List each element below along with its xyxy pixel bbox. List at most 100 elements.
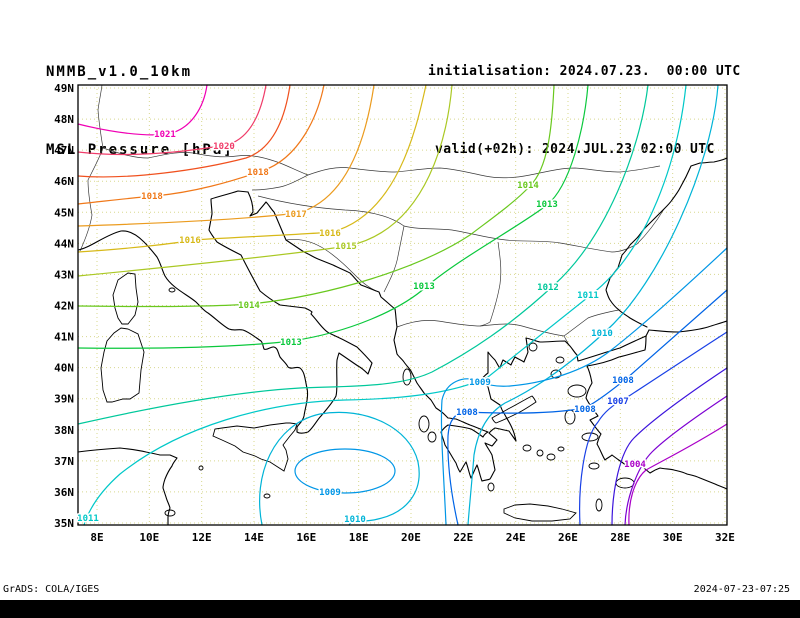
coastline-north-africa <box>77 447 178 526</box>
isobar-label: 1008 <box>612 376 634 386</box>
lon-tick-label: 20E <box>401 531 421 544</box>
island-evia <box>491 395 537 424</box>
island-samothraki <box>555 356 565 364</box>
creation-timestamp: 2024-07-23-07:25 <box>693 584 790 595</box>
coastline-blacksea-west <box>605 157 728 328</box>
isobar-label: 1010 <box>591 329 613 339</box>
border-sava <box>257 195 405 227</box>
isobar-label: 1007 <box>607 397 629 407</box>
isobar-label: 1011 <box>77 514 99 524</box>
lat-tick-label: 47N <box>54 144 74 157</box>
island-rhodes <box>615 477 635 489</box>
isobar-1016 <box>77 84 427 253</box>
lon-tick-label: 32E <box>715 531 735 544</box>
island-elba <box>168 287 176 293</box>
isobar-1009-east <box>440 247 728 526</box>
lon-tick-label: 18E <box>349 531 369 544</box>
grads-credit: GrADS: COLA/IGES <box>3 584 100 595</box>
island-samos <box>581 432 599 442</box>
header-right: initialisation: 2024.07.23. 00:00 UTC va… <box>428 7 741 215</box>
island-ikaria <box>557 446 565 452</box>
isobar-labels: 1021 1020 1018 1018 1017 1016 1016 1015 1014 1014… <box>76 129 648 527</box>
lat-tick-label: 36N <box>54 486 74 499</box>
isobar-1011 <box>83 84 687 526</box>
isobar-label: 1009 <box>469 378 491 388</box>
lat-lon-grid <box>78 85 727 525</box>
isobar-1014 <box>77 84 555 308</box>
isobar-1010-ionian-ring <box>259 411 420 526</box>
footer-bar <box>0 600 800 618</box>
border-bulgaria-turkey <box>563 309 620 337</box>
isobar-1019 <box>77 84 291 178</box>
lon-tick-label: 30E <box>663 531 683 544</box>
isobar-label: 1008 <box>574 405 596 415</box>
lon-tick-label: 12E <box>192 531 212 544</box>
isobar-label: 1010 <box>344 515 366 525</box>
model-name: NMMB_v1.0_10km <box>46 64 193 80</box>
border-bulgaria-west <box>479 241 502 327</box>
isobar-1018 <box>77 84 325 205</box>
island-karpathos <box>595 498 603 512</box>
lat-tick-label: 39N <box>54 393 74 406</box>
island-lesbos <box>567 384 587 398</box>
isobar-label: 1013 <box>536 200 558 210</box>
lat-tick-label: 44N <box>54 237 74 250</box>
isobar-label: 1018 <box>247 168 269 178</box>
lon-tick-label: 16E <box>296 531 316 544</box>
isobar-label: 1021 <box>154 130 176 140</box>
island-limnos <box>550 369 562 379</box>
island-kefalonia <box>418 415 430 433</box>
isobar-1021 <box>77 84 208 136</box>
island-paros <box>536 449 544 457</box>
coastline-marmara-south <box>586 335 647 367</box>
lat-tick-label: 46N <box>54 175 74 188</box>
isobar-1005 <box>624 395 728 526</box>
coastline-italy <box>77 190 373 434</box>
isobar-label: 1012 <box>537 283 559 293</box>
lat-tick-label: 48N <box>54 113 74 126</box>
lat-tick-label: 35N <box>54 517 74 530</box>
island-corsica <box>112 272 139 325</box>
isobar-1008 <box>447 289 728 526</box>
island-amorgos <box>546 453 556 461</box>
isobar-1015 <box>77 84 453 277</box>
lon-tick-label: 14E <box>244 531 264 544</box>
lat-tick-label: 42N <box>54 299 74 312</box>
island-sicily <box>212 422 298 472</box>
map-frame <box>77 84 728 526</box>
isobar-1020 <box>77 84 267 156</box>
island-kythira <box>487 482 495 492</box>
coastline-turkey-aegean <box>585 365 728 490</box>
isobar-label: 1004 <box>624 460 646 470</box>
isobar-label: 1009 <box>319 488 341 498</box>
lon-tick-label: 24E <box>506 531 526 544</box>
isobar-1010-east <box>467 84 719 526</box>
isobar-1007 <box>579 331 728 526</box>
isobar-1004 <box>628 423 728 526</box>
border-bosnia <box>285 239 377 292</box>
border-serbia <box>383 225 405 293</box>
isobar-label: 1020 <box>213 142 235 152</box>
border-alps <box>102 147 309 191</box>
island-kos <box>588 462 600 470</box>
lon-tick-label: 10E <box>139 531 159 544</box>
coastline-marmara-north <box>577 329 650 362</box>
lat-tick-label: 40N <box>54 362 74 375</box>
init-time: initialisation: 2024.07.23. 00:00 UTC <box>428 64 741 79</box>
isobar-label: 1013 <box>280 338 302 348</box>
longitude-axis: 8E 10E 12E 14E 16E 18E 20E 22E 24E 26E 28E 30E 32E <box>90 531 735 544</box>
country-borders <box>79 84 665 346</box>
latitude-axis: 49N 48N 47N 46N 45N 44N 43N 42N 41N 40N 39N 38N 37N 3… <box>54 82 74 530</box>
pressure-contour-map: 1021 1020 1018 1018 1017 1016 1016 1015 1014 1014… <box>54 82 735 544</box>
island-zakynthos <box>427 431 437 443</box>
lat-tick-label: 38N <box>54 424 74 437</box>
isobar-label: 1017 <box>285 210 307 220</box>
island-pantelleria <box>198 465 204 471</box>
isobar-label: 1016 <box>319 229 341 239</box>
lon-tick-label: 28E <box>610 531 630 544</box>
coastline-blacksea-turkey <box>648 320 728 333</box>
lat-tick-label: 45N <box>54 206 74 219</box>
island-corfu <box>402 368 412 386</box>
isobar-1017 <box>77 84 375 227</box>
valid-time: valid(+02h): 2024.JUL.23 02:00 UTC <box>435 142 715 157</box>
